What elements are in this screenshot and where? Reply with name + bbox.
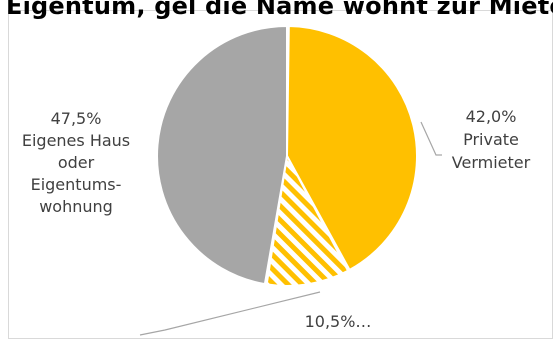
data-label-small-slice: 10,5%… xyxy=(305,312,372,331)
data-label-private-vermieter: 42,0% Private Vermieter xyxy=(452,107,531,172)
pie-slice-1 xyxy=(285,24,418,272)
data-label-eigenes-haus-line-2: Eigenes Haus xyxy=(22,131,130,150)
leader-line-private xyxy=(420,121,442,156)
data-label-eigenes-haus-line-5: wohnung xyxy=(39,197,113,216)
data-label-eigenes-haus-line-1: 47,5% xyxy=(51,109,102,128)
data-label-private-vermieter-line-2: Private xyxy=(463,130,519,149)
pie-slice-3 xyxy=(156,24,288,286)
data-label-private-vermieter-line-1: 42,0% xyxy=(466,107,517,126)
leader-line-small-slice xyxy=(139,291,321,336)
data-label-small-slice-line-1: 10,5%… xyxy=(305,312,372,331)
data-label-eigenes-haus-line-4: Eigentums- xyxy=(31,175,122,194)
chart-title: Eigentum, gel die Name wohnt zur Miete xyxy=(6,0,553,20)
pie-slice-2 xyxy=(265,152,350,287)
data-label-eigenes-haus-line-3: oder xyxy=(58,153,95,172)
data-label-private-vermieter-line-3: Vermieter xyxy=(452,153,531,172)
data-label-eigenes-haus: 47,5% Eigenes Haus oder Eigentums-wohnung xyxy=(22,109,130,216)
